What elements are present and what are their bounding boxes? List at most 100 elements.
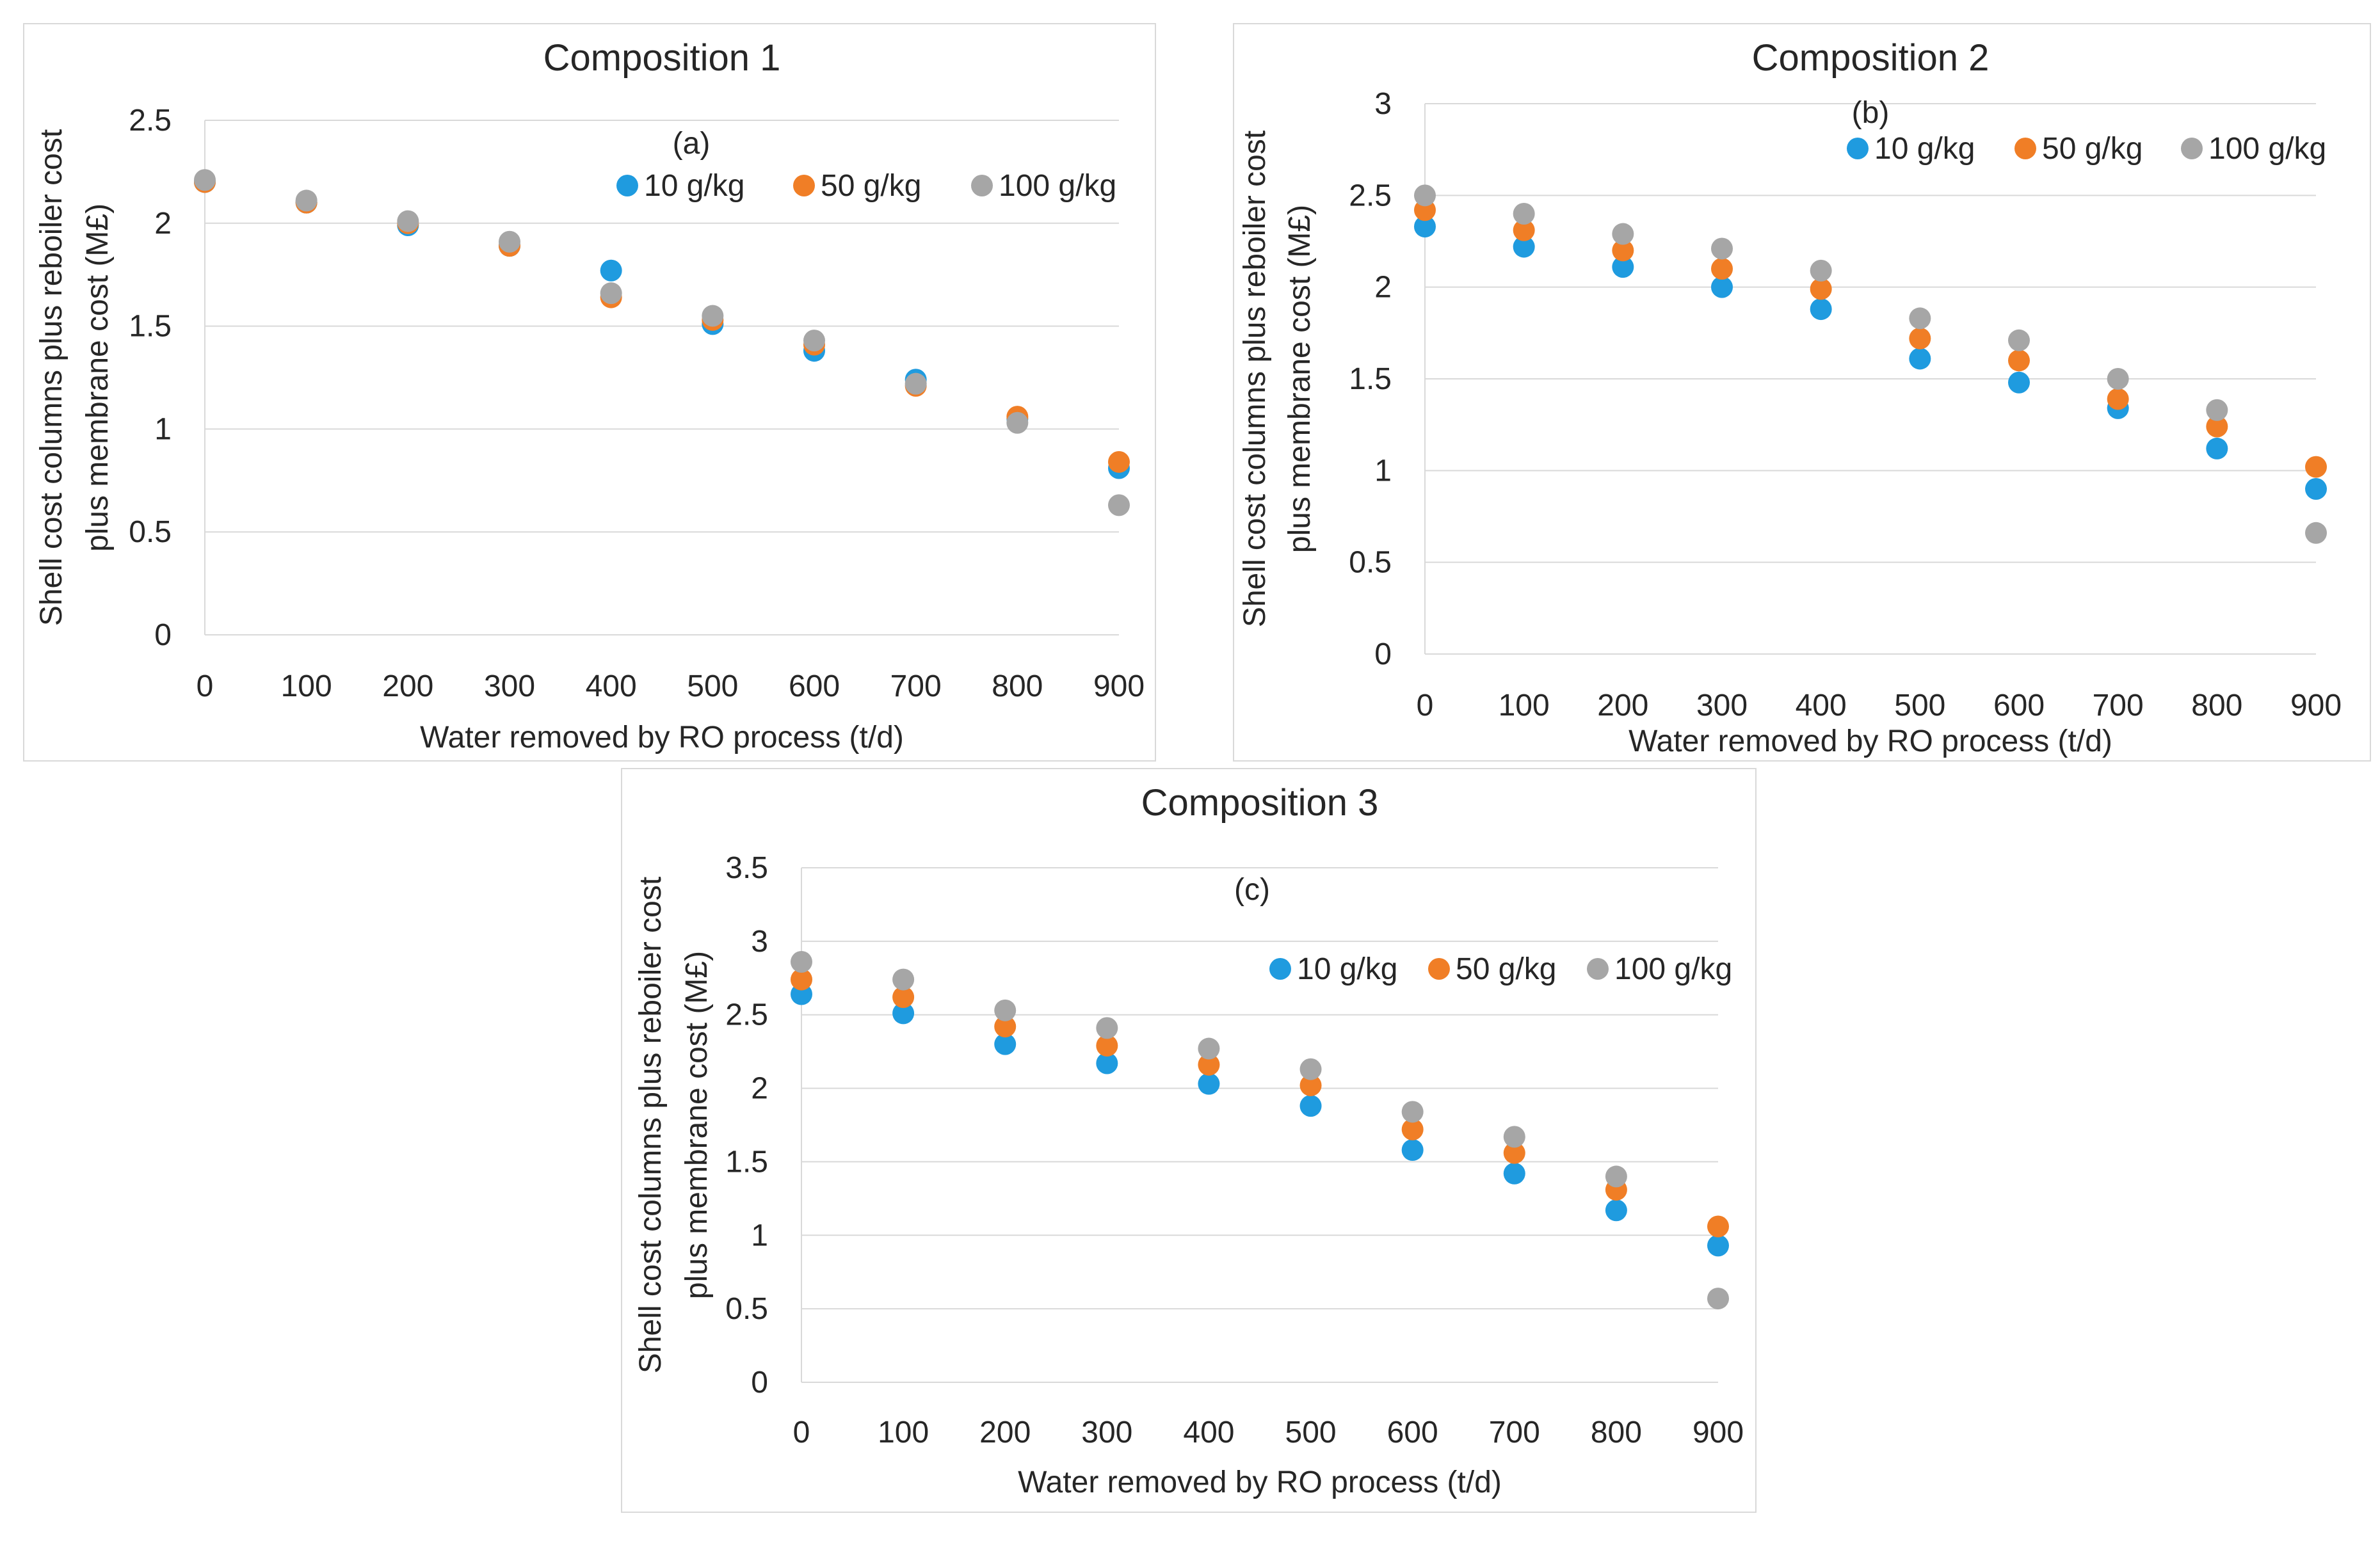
y-tick-label: 2.5 — [129, 104, 172, 138]
chart-title: Composition 1 — [543, 37, 781, 79]
x-axis-label: Water removed by RO process (t/d) — [420, 721, 904, 755]
y-axis-label: Shell cost columns plus reboiler cost — [35, 129, 68, 626]
data-point-100-g-kg — [2206, 399, 2228, 421]
data-point-50-g-kg — [994, 1016, 1017, 1038]
data-point-10-g-kg — [2206, 437, 2228, 459]
data-point-50-g-kg — [2107, 388, 2129, 410]
x-tick-label: 100 — [281, 669, 332, 703]
data-point-100-g-kg — [1707, 1288, 1729, 1310]
data-point-100-g-kg — [1096, 1017, 1118, 1039]
data-point-10-g-kg — [2008, 371, 2030, 394]
legend-marker — [1269, 958, 1291, 980]
legend-label: 50 g/kg — [821, 169, 921, 203]
chart-panel-composition-1: 0 0.5 1 1.5 2 2.5 0 100 200 300 400 500 600 700 800 900… — [23, 23, 1156, 762]
data-point-100-g-kg — [892, 968, 915, 991]
x-tick-label: 500 — [1894, 689, 1945, 723]
x-tick-label: 800 — [992, 669, 1043, 703]
y-tick-label: 0.5 — [725, 1292, 768, 1326]
data-point-50-g-kg — [1108, 451, 1130, 473]
y-tick-label: 2 — [751, 1072, 768, 1106]
data-point-50-g-kg — [892, 986, 915, 1009]
x-tick-label: 300 — [484, 669, 535, 703]
y-tick-label: 1.5 — [1349, 362, 1392, 396]
data-point-10-g-kg — [1401, 1139, 1424, 1162]
data-point-50-g-kg — [2206, 415, 2228, 438]
data-point-10-g-kg — [1605, 1199, 1627, 1222]
panel-annotation: (b) — [1852, 96, 1890, 130]
data-point-100-g-kg — [1299, 1058, 1322, 1080]
x-tick-label: 0 — [197, 669, 214, 703]
x-tick-label: 200 — [382, 669, 433, 703]
legend-label: 50 g/kg — [1456, 952, 1556, 986]
panel-annotation: (c) — [1234, 873, 1270, 907]
data-point-50-g-kg — [2008, 349, 2030, 372]
data-point-100-g-kg — [2107, 368, 2129, 390]
x-axis-label: Water removed by RO process (t/d) — [1018, 1465, 1502, 1499]
y-tick-label: 3 — [751, 925, 768, 959]
y-tick-label: 1.5 — [725, 1145, 768, 1179]
y-tick-label: 2.5 — [725, 998, 768, 1032]
legend-marker — [793, 175, 815, 196]
data-point-100-g-kg — [1612, 223, 1634, 245]
legend-label: 10 g/kg — [1874, 132, 1975, 166]
x-tick-label: 600 — [1993, 689, 2045, 723]
data-point-100-g-kg — [295, 189, 318, 212]
x-tick-label: 600 — [1387, 1416, 1438, 1449]
data-point-100-g-kg — [499, 230, 520, 253]
y-axis-label: plus membrane cost (M£) — [680, 951, 714, 1299]
panel-annotation: (a) — [673, 127, 711, 161]
data-point-100-g-kg — [1006, 411, 1029, 434]
data-point-50-g-kg — [1513, 219, 1535, 241]
data-point-100-g-kg — [2008, 329, 2030, 351]
data-point-10-g-kg — [1503, 1162, 1525, 1185]
data-point-100-g-kg — [2305, 522, 2327, 544]
x-axis-label: Water removed by RO process (t/d) — [1628, 724, 2112, 758]
legend-label: 100 g/kg — [1614, 952, 1732, 986]
x-tick-label: 100 — [1499, 689, 1550, 723]
data-point-50-g-kg — [1198, 1053, 1220, 1076]
x-tick-label: 400 — [1796, 689, 1847, 723]
y-tick-label: 1 — [751, 1218, 768, 1252]
data-point-100-g-kg — [194, 169, 216, 191]
x-tick-label: 300 — [1696, 689, 1748, 723]
data-point-10-g-kg — [1299, 1095, 1322, 1117]
x-tick-label: 900 — [1093, 669, 1145, 703]
chart-composition-3: 0 0.5 1 1.5 2 2.5 3 3.5 0 100 200 300 400 500 600 700 80… — [634, 782, 1744, 1499]
x-tick-label: 0 — [1417, 689, 1434, 723]
y-tick-label: 1 — [1374, 454, 1392, 488]
data-point-50-g-kg — [1711, 258, 1733, 280]
x-tick-label: 800 — [2191, 689, 2242, 723]
legend-marker — [1587, 958, 1609, 980]
x-tick-label: 400 — [586, 669, 637, 703]
data-point-100-g-kg — [791, 951, 812, 973]
x-tick-label: 0 — [793, 1416, 810, 1449]
data-point-10-g-kg — [1909, 347, 1931, 370]
data-point-100-g-kg — [1414, 184, 1436, 207]
x-tick-label: 900 — [1693, 1416, 1744, 1449]
chart-panel-composition-3: 0 0.5 1 1.5 2 2.5 3 3.5 0 100 200 300 400 500 600 700 80… — [621, 768, 1757, 1513]
x-tick-label: 700 — [1489, 1416, 1540, 1449]
data-point-50-g-kg — [1707, 1215, 1729, 1238]
legend-label: 10 g/kg — [644, 169, 744, 203]
y-tick-label: 1.5 — [129, 310, 172, 344]
data-point-100-g-kg — [397, 210, 419, 232]
chart-title: Composition 2 — [1752, 37, 1990, 79]
data-point-10-g-kg — [892, 1002, 915, 1025]
x-tick-label: 900 — [2290, 689, 2342, 723]
y-axis-label: plus membrane cost (M£) — [1283, 205, 1317, 553]
x-tick-label: 300 — [1081, 1416, 1132, 1449]
data-point-50-g-kg — [1810, 278, 1832, 300]
data-point-10-g-kg — [994, 1033, 1017, 1055]
data-point-10-g-kg — [600, 259, 622, 282]
data-point-100-g-kg — [1810, 259, 1832, 282]
data-point-50-g-kg — [1096, 1034, 1118, 1057]
data-point-100-g-kg — [600, 282, 622, 305]
x-tick-label: 500 — [687, 669, 738, 703]
data-point-10-g-kg — [1513, 236, 1535, 258]
chart-composition-1: 0 0.5 1 1.5 2 2.5 0 100 200 300 400 500 600 700 800 900… — [35, 37, 1145, 755]
y-tick-label: 0.5 — [1349, 546, 1392, 580]
y-tick-label: 0 — [751, 1366, 768, 1400]
x-tick-label: 500 — [1285, 1416, 1337, 1449]
y-tick-label: 1 — [154, 412, 172, 446]
legend-marker — [2181, 138, 2203, 159]
